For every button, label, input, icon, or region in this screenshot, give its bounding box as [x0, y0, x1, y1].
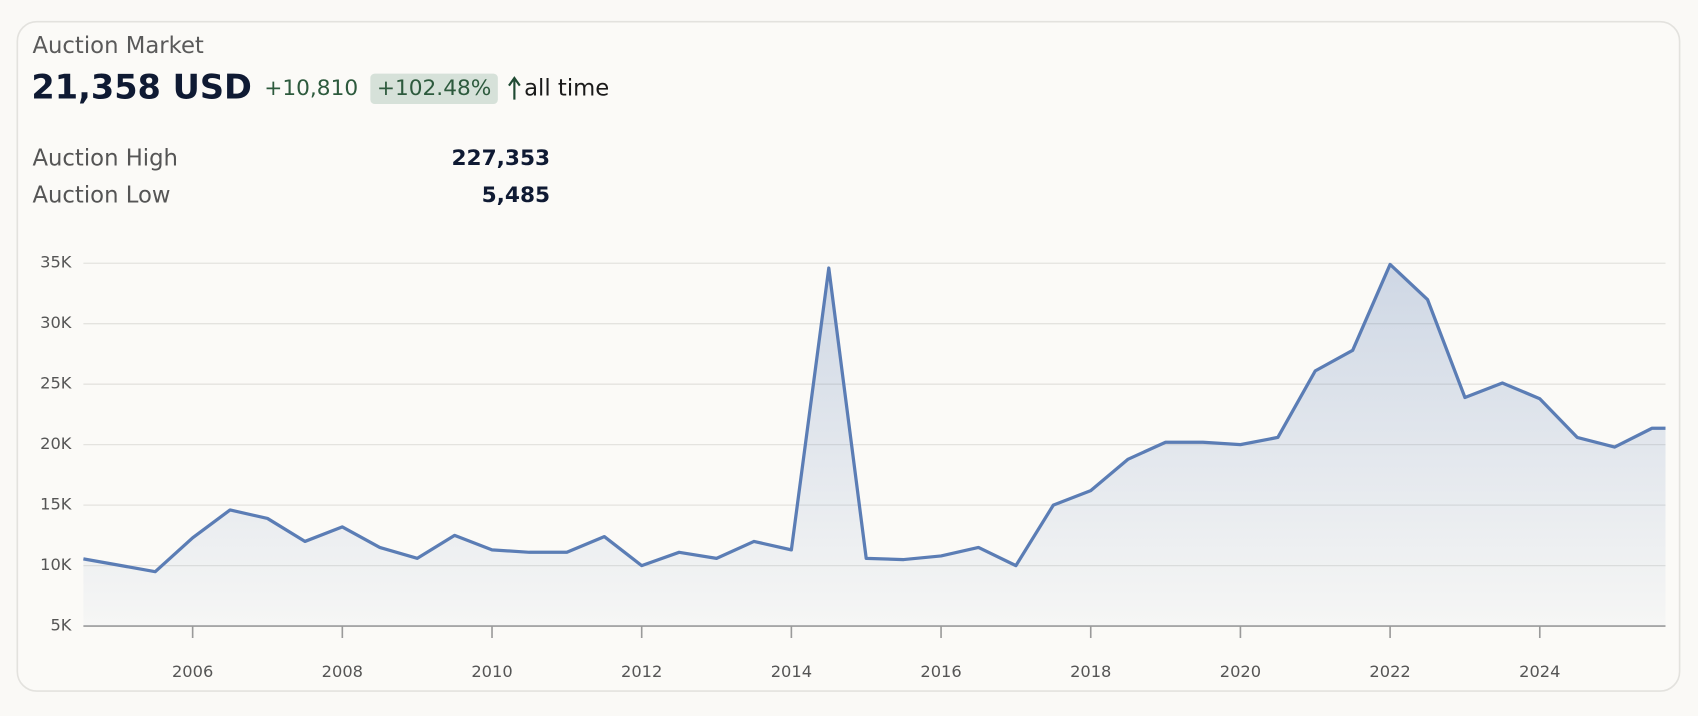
x-tick-label: 2020	[1220, 662, 1261, 681]
y-tick-label: 20K	[40, 434, 72, 453]
change-pct: +102.48%	[377, 76, 491, 101]
x-tick-label: 2022	[1369, 662, 1410, 681]
y-tick-label: 30K	[40, 313, 72, 332]
stat-label: Auction High	[32, 146, 177, 172]
stat-value: 227,353	[451, 146, 550, 171]
x-tick-label: 2014	[771, 662, 812, 681]
up-arrow	[508, 76, 521, 100]
x-tick-label: 2016	[920, 662, 961, 681]
change-badge	[370, 73, 498, 104]
stat-label: Auction Low	[32, 183, 170, 209]
y-tick-label: 25K	[40, 374, 72, 393]
title: Auction Market	[32, 33, 203, 59]
y-tick-label: 15K	[40, 495, 72, 514]
change: +10,810	[264, 76, 358, 101]
price: 21,358 USD	[31, 67, 251, 106]
period: all time	[524, 75, 609, 101]
y-tick-label: 5K	[50, 616, 71, 635]
y-tick-label: 10K	[40, 555, 72, 574]
x-tick-label: 2010	[471, 662, 512, 681]
line	[83, 262, 1666, 574]
y-tick-label: 35K	[40, 253, 72, 272]
x-tick-label: 2006	[172, 662, 213, 681]
x-tick-label: 2018	[1070, 662, 1111, 681]
x-tick-label: 2008	[322, 662, 363, 681]
area	[83, 264, 1666, 627]
x-tick-label: 2024	[1519, 662, 1560, 681]
x-tick-label: 2012	[621, 662, 662, 681]
stat-value: 5,485	[482, 183, 551, 208]
